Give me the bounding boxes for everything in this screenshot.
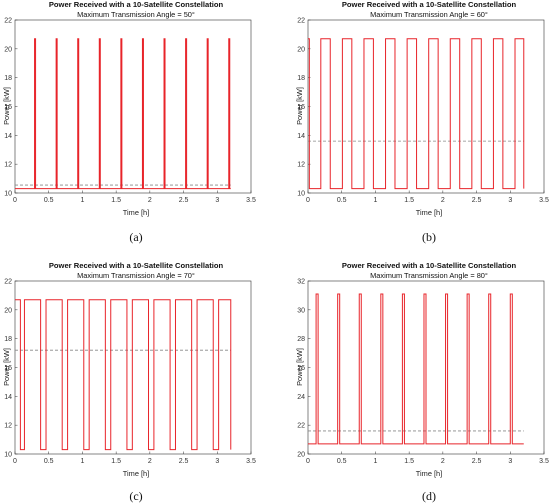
y-axis-label: Power [kW]: [2, 348, 11, 386]
x-tick-label: 0.5: [337, 458, 347, 465]
x-tick-label: 3: [215, 458, 219, 465]
x-tick-label: 2: [441, 458, 445, 465]
x-tick-label: 0.5: [44, 458, 54, 465]
y-tick-label: 20: [297, 452, 305, 459]
y-tick-label: 10: [4, 191, 12, 198]
y-axis-label: Power [kW]: [2, 87, 11, 125]
y-tick-label: 10: [4, 452, 12, 459]
y-tick-label: 20: [297, 46, 305, 53]
chart-title: Power Received with a 10-Satellite Const…: [342, 261, 517, 270]
x-tick-label: 1: [80, 197, 84, 204]
y-tick-label: 20: [4, 46, 12, 53]
chart-title: Power Received with a 10-Satellite Const…: [49, 0, 224, 9]
y-tick-label: 28: [297, 336, 305, 343]
x-tick-label: 3.5: [539, 458, 549, 465]
power-series-line: [308, 293, 524, 445]
panel-caption: (b): [422, 230, 436, 244]
y-tick-label: 22: [297, 423, 305, 430]
y-tick-label: 22: [297, 18, 305, 25]
x-tick-label: 2.5: [179, 197, 189, 204]
plot-frame: [14, 280, 252, 455]
chart-panel-c: Power Received with a 10-Satellite Const…: [2, 261, 256, 503]
x-tick-label: 3.5: [539, 197, 549, 204]
x-tick-label: 1: [80, 458, 84, 465]
x-tick-label: 3.5: [246, 458, 256, 465]
y-tick-label: 18: [4, 75, 12, 82]
y-tick-label: 12: [297, 162, 305, 169]
x-tick-label: 3: [508, 197, 512, 204]
y-tick-label: 26: [297, 365, 305, 372]
x-tick-label: 2: [441, 197, 445, 204]
chart-subtitle: Maximum Transmission Angle = 80°: [370, 271, 488, 280]
x-tick-label: 0: [306, 458, 310, 465]
y-tick-label: 18: [297, 75, 305, 82]
x-tick-label: 0.5: [44, 197, 54, 204]
panel-caption: (a): [129, 230, 142, 244]
x-tick-label: 2.5: [179, 458, 189, 465]
x-tick-label: 1.5: [111, 197, 121, 204]
y-tick-label: 32: [297, 279, 305, 286]
y-tick-label: 24: [297, 394, 305, 401]
x-axis-label: Time [h]: [416, 469, 442, 478]
power-series-line: [308, 38, 525, 190]
x-tick-label: 2: [148, 458, 152, 465]
x-tick-label: 3: [508, 458, 512, 465]
x-axis-label: Time [h]: [123, 208, 149, 217]
x-tick-label: 0.5: [337, 197, 347, 204]
y-tick-label: 22: [4, 279, 12, 286]
x-tick-label: 3: [215, 197, 219, 204]
x-tick-label: 2.5: [472, 458, 482, 465]
chart-title: Power Received with a 10-Satellite Const…: [342, 0, 517, 9]
y-tick-label: 30: [297, 307, 305, 314]
y-tick-label: 14: [297, 133, 305, 140]
y-tick-label: 12: [4, 162, 12, 169]
power-series-line: [15, 38, 231, 190]
chart-subtitle: Maximum Transmission Angle = 70°: [77, 271, 195, 280]
plot-frame: [307, 19, 545, 194]
y-axis-label: Power [kW]: [295, 348, 304, 386]
x-axis-label: Time [h]: [416, 208, 442, 217]
x-tick-label: 0: [13, 458, 17, 465]
panel-caption: (d): [422, 489, 436, 503]
chart-title: Power Received with a 10-Satellite Const…: [49, 261, 224, 270]
chart-panel-b: Power Received with a 10-Satellite Const…: [295, 0, 549, 244]
y-tick-label: 10: [297, 191, 305, 198]
x-axis-label: Time [h]: [123, 469, 149, 478]
x-tick-label: 1: [373, 197, 377, 204]
y-tick-label: 12: [4, 423, 12, 430]
x-tick-label: 2: [148, 197, 152, 204]
x-tick-label: 1: [373, 458, 377, 465]
y-tick-label: 16: [297, 104, 305, 111]
chart-panel-d: Power Received with a 10-Satellite Const…: [295, 261, 549, 503]
chart-subtitle: Maximum Transmission Angle = 60°: [370, 10, 488, 19]
y-tick-label: 18: [4, 336, 12, 343]
x-tick-label: 1.5: [111, 458, 121, 465]
y-tick-label: 20: [4, 307, 12, 314]
panel-caption: (c): [129, 489, 142, 503]
y-tick-label: 14: [4, 394, 12, 401]
y-tick-label: 16: [4, 365, 12, 372]
x-tick-label: 0: [306, 197, 310, 204]
plot-frame: [14, 19, 252, 194]
y-tick-label: 16: [4, 104, 12, 111]
x-tick-label: 0: [13, 197, 17, 204]
y-tick-label: 14: [4, 133, 12, 140]
x-tick-label: 3.5: [246, 197, 256, 204]
x-tick-label: 1.5: [404, 458, 414, 465]
y-axis-label: Power [kW]: [295, 87, 304, 125]
chart-subtitle: Maximum Transmission Angle = 50°: [77, 10, 195, 19]
x-tick-label: 1.5: [404, 197, 414, 204]
x-tick-label: 2.5: [472, 197, 482, 204]
chart-panel-a: Power Received with a 10-Satellite Const…: [2, 0, 256, 244]
power-series-line: [15, 299, 232, 451]
y-tick-label: 22: [4, 18, 12, 25]
